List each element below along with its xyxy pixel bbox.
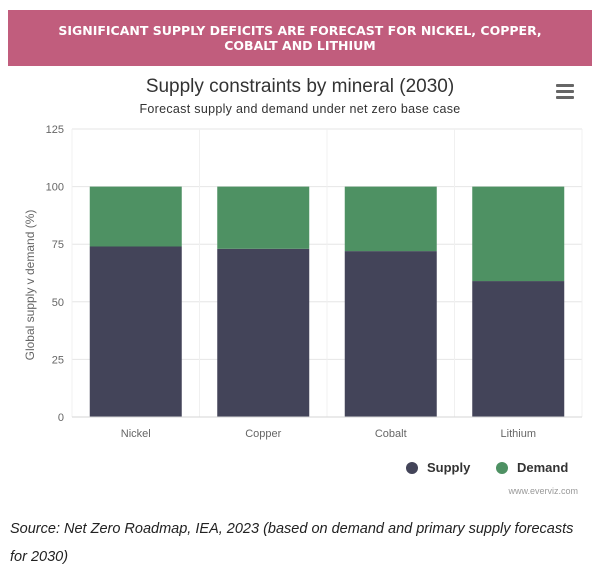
legend-marker-supply (406, 461, 418, 474)
bar-demand-copper[interactable] (217, 186, 310, 249)
legend-marker-demand (496, 461, 508, 474)
bar-supply-cobalt[interactable] (344, 251, 437, 417)
bar-demand-nickel[interactable] (89, 186, 182, 247)
y-tick-label: 100 (46, 182, 64, 194)
x-tick-label: Cobalt (375, 428, 407, 440)
y-tick-label: 25 (52, 354, 64, 366)
chart-plot: 0 25 50 75 100 125 Nickel Copper Cobalt Lithium Gl… (23, 124, 583, 440)
chart-title: Supply constraints by mineral (2030) (145, 76, 455, 97)
legend-item-demand[interactable]: Demand (496, 460, 568, 475)
chart-credit-link[interactable]: www.everviz.com (508, 486, 578, 496)
bar-demand-lithium[interactable] (472, 186, 565, 282)
bar-supply-lithium[interactable] (472, 281, 565, 417)
y-tick-label: 50 (52, 297, 64, 309)
banner-text: SIGNIFICANT SUPPLY DEFICITS ARE FORECAST… (58, 23, 542, 53)
y-tick-label: 0 (58, 412, 64, 424)
y-axis-title: Global supply v demand (%) (23, 210, 37, 361)
bar-supply-nickel[interactable] (89, 246, 182, 417)
y-tick-label: 75 (52, 239, 64, 251)
legend-label-demand: Demand (517, 460, 569, 475)
chart-legend: Supply Demand (400, 460, 590, 480)
x-tick-label: Copper (245, 428, 281, 440)
source-note: Source: Net Zero Roadmap, IEA, 2023 (bas… (10, 521, 574, 565)
x-tick-label: Nickel (121, 428, 151, 440)
header-banner: SIGNIFICANT SUPPLY DEFICITS ARE FORECAST… (8, 10, 592, 66)
legend-label-supply: Supply (427, 460, 471, 475)
x-tick-label: Lithium (501, 428, 536, 440)
hamburger-menu-icon[interactable] (554, 84, 576, 104)
legend-item-supply[interactable]: Supply (406, 460, 470, 475)
chart-subtitle: Forecast supply and demand under net zer… (139, 102, 461, 116)
y-tick-label: 125 (46, 124, 64, 136)
bar-supply-copper[interactable] (217, 248, 310, 417)
bar-demand-cobalt[interactable] (344, 186, 437, 252)
